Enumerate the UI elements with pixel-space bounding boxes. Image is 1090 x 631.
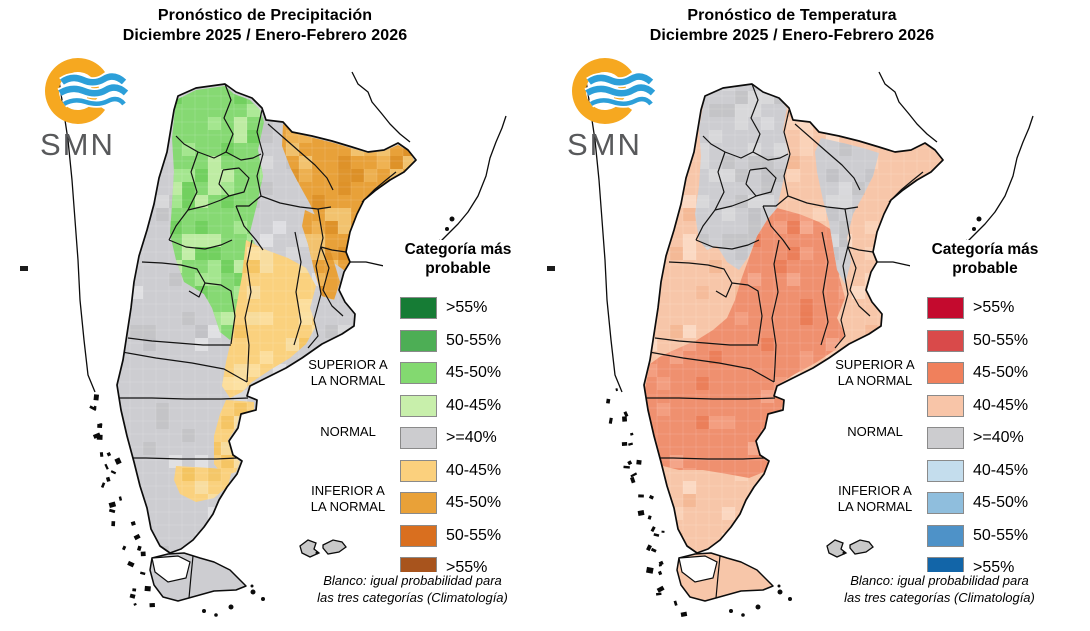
title-line-2: Diciembre 2025 / Enero-Febrero 2026 (649, 27, 935, 44)
smn-logo-text: SMN (567, 127, 642, 162)
legend-color-swatch (927, 427, 964, 449)
category-label-normal: NORMAL (320, 424, 376, 439)
footnote-climatology: Blanco: igual probabilidad para las tres… (280, 572, 545, 606)
smn-logo-text: SMN (40, 127, 115, 162)
legend-title: Categoría más probable (383, 240, 533, 282)
legend-range-label: 45-50% (446, 364, 502, 381)
legend-color-swatch (400, 297, 437, 319)
legend-color-swatch (927, 394, 964, 417)
category-label-above-normal: SUPERIOR A LA NORMAL (308, 357, 388, 388)
legend-range-label: 45-50% (446, 494, 502, 511)
title-line-1: Pronóstico de Temperatura (687, 7, 897, 24)
legend-color-swatch (400, 524, 437, 547)
legend-range-label: >55% (446, 559, 488, 576)
legend-entry: >=40% (927, 427, 1067, 449)
legend-color-swatch (927, 459, 964, 482)
legend-color-swatch (400, 492, 437, 514)
legend-color-swatch (400, 362, 437, 384)
legend-range-label: 50-55% (446, 331, 502, 349)
legend-entry: 45-50% (927, 362, 1067, 384)
category-label-above-normal: SUPERIOR A LA NORMAL (835, 357, 915, 388)
legend-range-label: 45-50% (973, 494, 1029, 511)
legend-color-swatch (927, 524, 964, 547)
legend-entry: >55% (927, 297, 1067, 319)
legend-entry: 40-45% (400, 394, 540, 417)
legend-entry: 50-55% (400, 329, 540, 352)
legend-range-label: 50-55% (446, 526, 502, 544)
legend-entry: 45-50% (927, 492, 1067, 514)
legend-entry: >=40% (400, 427, 540, 449)
legend-color-swatch (400, 394, 437, 417)
legend-range-label: >55% (973, 299, 1015, 316)
pacific-island-speck (547, 266, 555, 271)
panel-precipitation: Pronóstico de Precipitación Diciembre 20… (0, 6, 545, 617)
legend-temperature: Categoría más probable >55% 50-55% 45-50% 4… (910, 240, 1060, 579)
panel-temperature: Pronóstico de Temperatura Diciembre 2025… (527, 0, 1090, 631)
legend-range-label: 40-45% (446, 461, 502, 479)
category-label-normal: NORMAL (847, 424, 903, 439)
legend-range-label: 50-55% (973, 331, 1029, 349)
legend-color-swatch (927, 492, 964, 514)
smn-logo: SMN (560, 56, 670, 163)
legend-range-label: 50-55% (973, 526, 1029, 544)
category-label-below-normal: INFERIOR A LA NORMAL (837, 483, 913, 514)
legend-color-swatch (927, 362, 964, 384)
smn-logo-icon (45, 58, 130, 124)
title-line-1: Pronóstico de Precipitación (157, 7, 373, 24)
legend-color-swatch (400, 459, 437, 482)
legend-range-label: 40-45% (973, 396, 1029, 414)
map-title-temperature: Pronóstico de Temperatura Diciembre 2025… (527, 6, 1057, 46)
legend-precipitation: Categoría más probable >55% 50-55% 45-50% 4… (383, 240, 533, 579)
legend-range-label: >=40% (446, 429, 497, 446)
legend-entry: 50-55% (927, 329, 1067, 352)
legend-range-label: >55% (973, 559, 1015, 576)
legend-entry: 50-55% (927, 524, 1067, 547)
legend-color-swatch (927, 329, 964, 352)
map-title-precipitation: Pronóstico de Precipitación Diciembre 20… (0, 6, 530, 46)
legend-range-label: 45-50% (973, 364, 1029, 381)
smn-logo-icon (572, 58, 657, 124)
legend-color-swatch (927, 297, 964, 319)
legend-range-label: 40-45% (446, 396, 502, 414)
title-line-2: Diciembre 2025 / Enero-Febrero 2026 (122, 27, 408, 44)
legend-range-label: 40-45% (973, 461, 1029, 479)
category-label-below-normal: INFERIOR A LA NORMAL (310, 483, 386, 514)
smn-logo: SMN (33, 56, 143, 163)
legend-entry: 45-50% (400, 362, 540, 384)
legend-entry: >55% (400, 297, 540, 319)
argentina-precipitation-map (56, 67, 507, 617)
argentina-temperature-map (583, 67, 1034, 617)
legend-entry: 40-45% (400, 459, 540, 482)
legend-entry: 40-45% (927, 394, 1067, 417)
footnote-climatology: Blanco: igual probabilidad para las tres… (807, 572, 1072, 606)
legend-entries: >55% 50-55% 45-50% 40-45% >=40% 40-45% 45-50% 5… (927, 297, 1067, 590)
legend-entry: 50-55% (400, 524, 540, 547)
legend-color-swatch (400, 329, 437, 352)
legend-color-swatch (400, 427, 437, 449)
legend-entry: 45-50% (400, 492, 540, 514)
legend-entries: >55% 50-55% 45-50% 40-45% >=40% 40-45% 45-50% 5… (400, 297, 540, 590)
legend-range-label: >=40% (973, 429, 1024, 446)
pacific-island-speck (20, 266, 28, 271)
legend-title: Categoría más probable (910, 240, 1060, 282)
legend-range-label: >55% (446, 299, 488, 316)
legend-entry: 40-45% (927, 459, 1067, 482)
